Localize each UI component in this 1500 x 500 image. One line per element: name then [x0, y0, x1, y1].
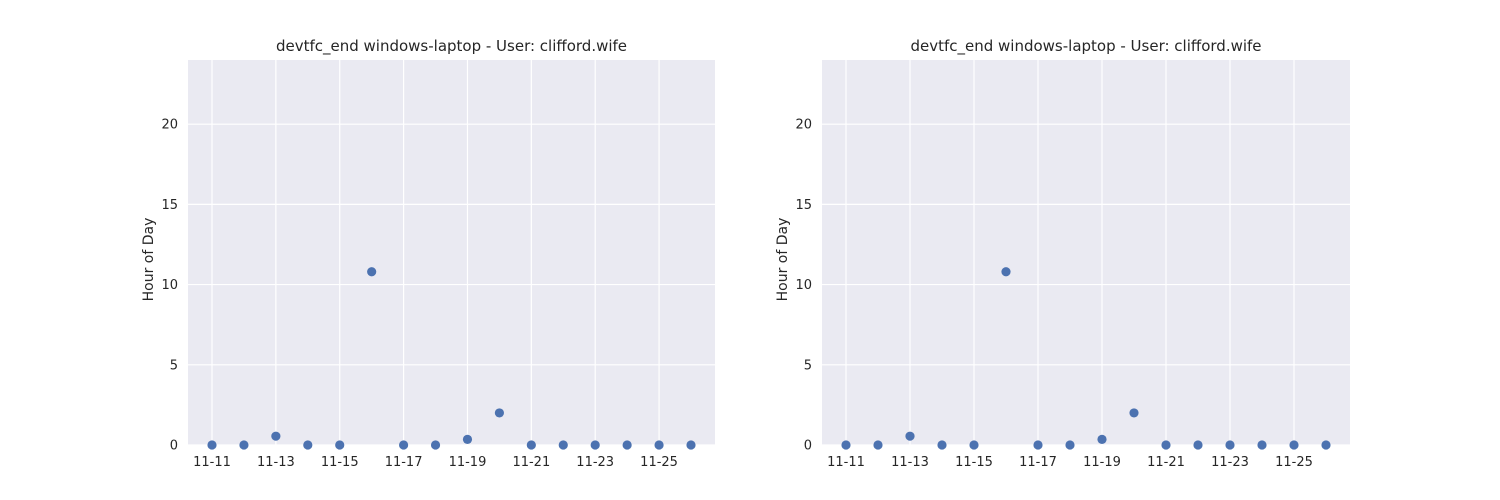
data-point — [1289, 440, 1299, 450]
data-point — [303, 440, 313, 450]
x-tick-label: 11-25 — [1275, 455, 1313, 470]
data-point — [1033, 440, 1043, 450]
data-point — [1065, 440, 1075, 450]
data-point — [207, 440, 217, 450]
data-point — [335, 440, 345, 450]
y-tick-label: 15 — [795, 198, 812, 213]
x-tick-label: 11-15 — [321, 455, 359, 470]
data-point — [905, 431, 915, 441]
grid-lines — [822, 60, 1350, 446]
data-point — [399, 440, 409, 450]
x-tick-label: 11-21 — [512, 455, 550, 470]
data-points — [207, 267, 696, 450]
data-point — [1129, 408, 1139, 418]
data-point — [462, 434, 473, 444]
data-point — [1161, 440, 1171, 450]
x-tick-labels: 11-11 11-13 11-15 11-17 11-19 11-21 11-23 11-25 — [193, 455, 678, 470]
y-tick-label: 20 — [161, 118, 178, 133]
y-tick-label: 5 — [170, 358, 178, 373]
y-tick-label: 20 — [795, 118, 812, 133]
data-point — [430, 440, 441, 450]
y-axis-label: Hour of Day — [775, 218, 791, 302]
data-point — [526, 440, 536, 450]
chart-title: devtfc_end windows-laptop - User: cliffo… — [276, 37, 627, 56]
x-tick-labels: 11-11 11-13 11-15 11-17 11-19 11-21 11-23 11-25 — [827, 455, 1313, 470]
y-tick-label: 0 — [170, 439, 178, 454]
chart-panel-right: 11-11 11-13 11-15 11-17 11-19 11-21 11-23 11-25… — [775, 37, 1350, 470]
y-tick-labels: 0 5 10 15 20 — [161, 118, 178, 454]
plot-background — [188, 60, 715, 445]
x-tick-label: 11-11 — [827, 455, 865, 470]
data-point — [494, 408, 504, 418]
y-tick-labels: 0 5 10 15 20 — [795, 118, 812, 454]
data-point — [239, 440, 249, 450]
x-tick-label: 11-23 — [576, 455, 614, 470]
x-tick-label: 11-23 — [1211, 455, 1249, 470]
x-tick-label: 11-19 — [1083, 455, 1121, 470]
data-point — [969, 440, 979, 450]
data-point — [558, 440, 568, 450]
chart-title: devtfc_end windows-laptop - User: cliffo… — [910, 37, 1261, 56]
data-point — [1225, 440, 1235, 450]
y-axis-label: Hour of Day — [141, 218, 157, 302]
x-tick-label: 11-13 — [891, 455, 929, 470]
data-point — [590, 440, 600, 450]
data-point — [367, 267, 377, 277]
data-point — [622, 440, 632, 450]
data-point — [686, 440, 696, 450]
data-point — [1257, 440, 1267, 450]
grid-lines — [188, 60, 715, 446]
x-tick-label: 11-13 — [257, 455, 295, 470]
data-point — [1097, 434, 1107, 444]
data-point — [1193, 440, 1203, 450]
x-tick-label: 11-11 — [193, 455, 231, 470]
data-point — [937, 440, 947, 450]
data-point — [654, 440, 664, 450]
plot-background — [822, 60, 1350, 445]
y-tick-label: 0 — [804, 439, 812, 454]
y-tick-label: 10 — [795, 278, 812, 293]
data-point — [1001, 267, 1011, 277]
x-tick-label: 11-17 — [1019, 455, 1057, 470]
data-point — [873, 440, 883, 450]
data-point — [1321, 440, 1331, 450]
x-tick-label: 11-19 — [449, 455, 487, 470]
data-point — [841, 440, 851, 450]
y-tick-label: 10 — [161, 278, 178, 293]
x-tick-label: 11-21 — [1147, 455, 1185, 470]
y-tick-label: 15 — [161, 198, 178, 213]
chart-panel-left: 11-11 11-13 11-15 11-17 11-19 11-21 11-23 11-25… — [141, 37, 715, 470]
y-tick-label: 5 — [804, 358, 812, 373]
x-tick-label: 11-25 — [640, 455, 678, 470]
data-points — [841, 267, 1331, 450]
data-point — [271, 431, 281, 441]
x-tick-label: 11-15 — [955, 455, 993, 470]
x-tick-label: 11-17 — [385, 455, 423, 470]
